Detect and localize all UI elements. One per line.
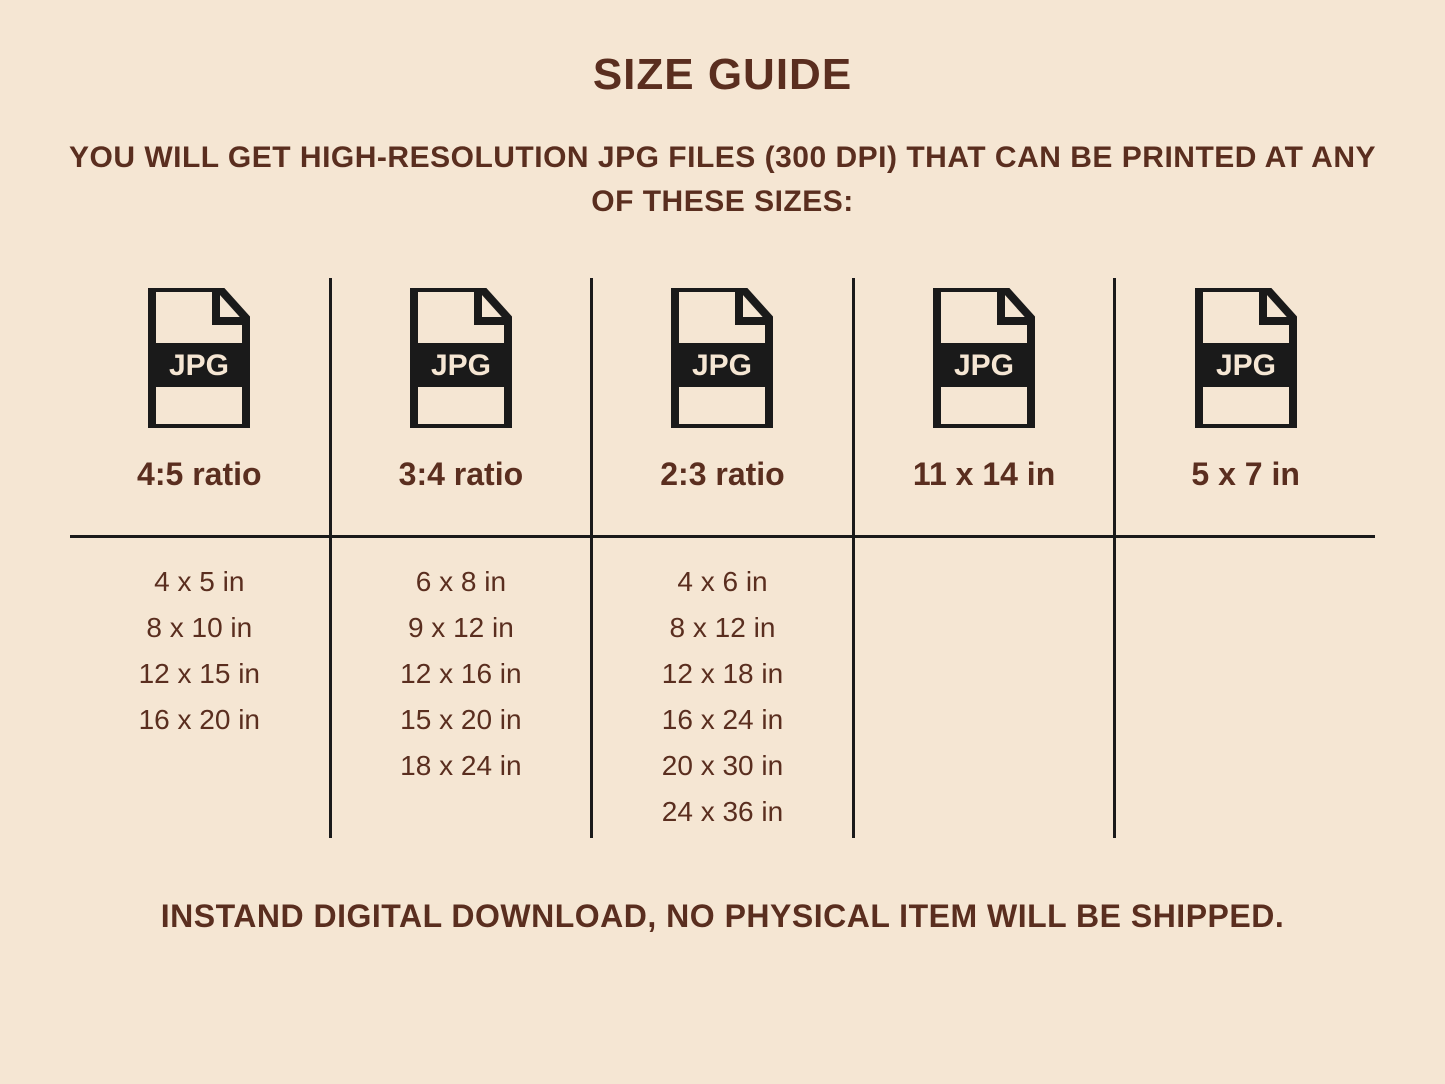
ratio-heading: 2:3 ratio [660, 456, 784, 493]
subtitle: YOU WILL GET HIGH-RESOLUTION JPG FILES (… [40, 136, 1405, 223]
size-value: 20 x 30 in [662, 750, 783, 782]
table-body-row: 4 x 5 in 8 x 10 in 12 x 15 in 16 x 20 in 6 x… [70, 538, 1375, 838]
column-header: JPG 2:3 ratio [593, 278, 852, 535]
svg-text:JPG: JPG [169, 349, 229, 382]
size-value: 9 x 12 in [408, 612, 514, 644]
column-header: JPG 4:5 ratio [70, 278, 329, 535]
icon-wrap: JPG [667, 278, 777, 438]
size-value: 18 x 24 in [400, 750, 521, 782]
svg-text:JPG: JPG [1216, 349, 1276, 382]
size-value: 12 x 18 in [662, 658, 783, 690]
svg-text:JPG: JPG [954, 349, 1014, 382]
column-sizes [1116, 538, 1375, 838]
jpg-file-icon: JPG [667, 288, 777, 428]
size-table: JPG 4:5 ratio JPG 3:4 ratio JPG 2:3 rati… [40, 278, 1405, 838]
size-value: 12 x 16 in [400, 658, 521, 690]
jpg-file-icon: JPG [144, 288, 254, 428]
column-sizes: 6 x 8 in 9 x 12 in 12 x 16 in 15 x 20 in 18 … [332, 538, 591, 838]
jpg-file-icon: JPG [406, 288, 516, 428]
icon-wrap: JPG [144, 278, 254, 438]
column-header: JPG 11 x 14 in [855, 278, 1114, 535]
size-value: 4 x 5 in [154, 566, 244, 598]
icon-wrap: JPG [929, 278, 1039, 438]
ratio-heading: 4:5 ratio [137, 456, 261, 493]
size-value: 15 x 20 in [400, 704, 521, 736]
ratio-heading: 11 x 14 in [913, 456, 1055, 493]
size-value: 16 x 20 in [139, 704, 260, 736]
page-title: SIZE GUIDE [40, 50, 1405, 100]
jpg-file-icon: JPG [1191, 288, 1301, 428]
svg-text:JPG: JPG [692, 349, 752, 382]
svg-text:JPG: JPG [431, 349, 491, 382]
ratio-heading: 3:4 ratio [399, 456, 523, 493]
size-value: 12 x 15 in [139, 658, 260, 690]
column-header: JPG 5 x 7 in [1116, 278, 1375, 535]
column-sizes: 4 x 5 in 8 x 10 in 12 x 15 in 16 x 20 in [70, 538, 329, 838]
jpg-file-icon: JPG [929, 288, 1039, 428]
column-sizes [855, 538, 1114, 838]
size-value: 24 x 36 in [662, 796, 783, 828]
size-value: 8 x 12 in [670, 612, 776, 644]
size-value: 6 x 8 in [416, 566, 506, 598]
size-value: 16 x 24 in [662, 704, 783, 736]
icon-wrap: JPG [406, 278, 516, 438]
size-value: 4 x 6 in [677, 566, 767, 598]
column-sizes: 4 x 6 in 8 x 12 in 12 x 18 in 16 x 24 in 20 … [593, 538, 852, 838]
footer-note: INSTAND DIGITAL DOWNLOAD, NO PHYSICAL IT… [40, 898, 1405, 935]
icon-wrap: JPG [1191, 278, 1301, 438]
ratio-heading: 5 x 7 in [1191, 456, 1300, 493]
column-header: JPG 3:4 ratio [332, 278, 591, 535]
table-header-row: JPG 4:5 ratio JPG 3:4 ratio JPG 2:3 rati… [70, 278, 1375, 535]
size-value: 8 x 10 in [146, 612, 252, 644]
